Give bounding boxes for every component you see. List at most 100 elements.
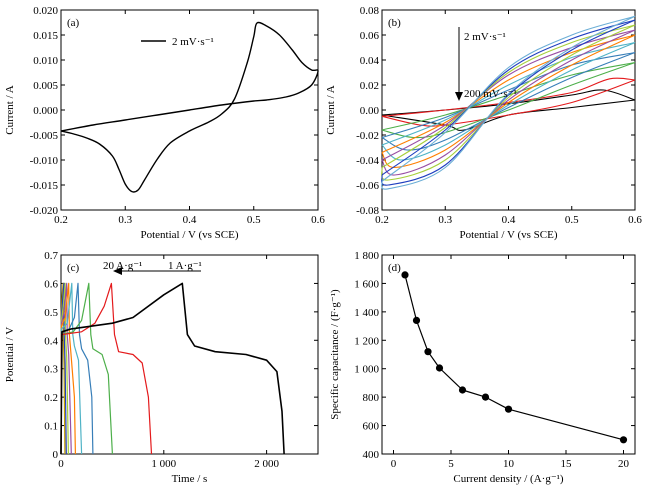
x-tick-label: 0.2: [375, 214, 389, 226]
y-tick-label: -0.04: [356, 155, 379, 167]
cv-curve-upper: [381, 29, 636, 161]
cv-curve-lower: [381, 15, 636, 190]
gcd-curve: [60, 282, 153, 455]
y-tick-label: 0: [53, 449, 59, 461]
y-tick-label: 0.04: [360, 55, 380, 67]
x-axis-title: Potential / V (vs SCE): [460, 229, 558, 241]
plot-frame: [381, 254, 636, 455]
legend-text: 2 mV·s⁻¹: [172, 36, 214, 48]
panel-b-series: 2 mV·s⁻¹ 200 mV·s⁻¹: [381, 15, 636, 190]
y-tick-label: -0.010: [30, 155, 59, 167]
data-point: [401, 271, 409, 279]
annotation-1Ag: 1 A·g⁻¹: [168, 260, 202, 272]
cv-curve-upper: [381, 34, 636, 153]
y-axis-title: Specific capacitance / (F·g⁻¹): [329, 289, 341, 420]
y-axis-title: Potential / V: [4, 327, 16, 382]
cv-curve-upper: [381, 19, 636, 176]
y-tick-label: -0.08: [356, 205, 379, 217]
y-tick-label: 0.000: [33, 105, 58, 117]
y-tick-label: 600: [363, 421, 380, 433]
x-axis-title: Potential / V (vs SCE): [141, 229, 239, 241]
y-tick-label: 0.06: [360, 30, 380, 42]
cv-curve-upper: [381, 77, 636, 117]
data-point: [412, 316, 421, 324]
cv-curve-upper: [381, 24, 636, 168]
panel-label: (a): [67, 17, 80, 29]
y-tick-label: 0.020: [33, 5, 58, 17]
panel-a-series: 2 mV·s⁻¹: [60, 21, 319, 193]
panel-label: (c): [67, 262, 80, 274]
panel-c-series: 20 A·g⁻¹ 1 A·g⁻¹: [60, 260, 285, 455]
x-tick-label: 5: [448, 458, 454, 470]
y-tick-label: 0.6: [44, 278, 58, 290]
y-tick-label: 1 200: [354, 335, 379, 347]
y-tick-label: 0.08: [360, 5, 380, 17]
y-tick-label: 0.5: [44, 307, 58, 319]
y-tick-label: -0.02: [356, 130, 379, 142]
gcd-curve: [60, 282, 285, 455]
y-tick-label: 800: [363, 392, 380, 404]
annotation-200mV: 200 mV·s⁻¹: [464, 88, 517, 100]
arrow-head: [455, 92, 463, 101]
x-tick-label: 15: [561, 458, 573, 470]
x-axis-title: Current density / (A·g⁻¹): [453, 473, 564, 485]
panel-1-axes: 0.2 0.3 0.4 0.5 0.6 -0.08 -0.06 -0.04 -0.02 0.00 0…: [325, 5, 642, 241]
annotation-2mV: 2 mV·s⁻¹: [464, 31, 506, 43]
cv-curve-lower: [381, 41, 636, 161]
y-tick-label: 0.2: [44, 392, 58, 404]
y-axis-title: Current / A: [4, 85, 16, 135]
data-point: [458, 386, 467, 394]
capacitance-line: [404, 274, 624, 441]
x-tick-label: 0.3: [438, 214, 452, 226]
gcd-curve: [60, 282, 69, 455]
y-axis-title: Current / A: [325, 85, 337, 135]
y-tick-label: 0.005: [33, 80, 58, 92]
cv-curve-lower: [381, 61, 636, 139]
y-tick-label: 1 800: [354, 250, 379, 262]
x-tick-label: 0.6: [628, 214, 642, 226]
panel-2-axes: 0 1 000 2 000 0 0.1 0.2 0.3 0.4 0.5 0.6 0.7 Time / …: [4, 250, 319, 485]
x-tick-label: 0.5: [247, 214, 261, 226]
annotation-20Ag: 20 A·g⁻¹: [103, 260, 142, 272]
panel-label: (d): [388, 262, 401, 274]
gcd-curve: [60, 282, 83, 455]
data-point: [504, 405, 513, 413]
cv-curve-upper: [381, 41, 636, 146]
panel-0-axes: 0.2 0.3 0.4 0.5 0.6 -0.020 -0.015 -0.010 -0.005 0…: [4, 5, 325, 241]
y-tick-label: 0.010: [33, 55, 58, 67]
plot-frame: [60, 254, 319, 455]
x-tick-label: 0.6: [311, 214, 325, 226]
y-tick-label: -0.005: [30, 130, 59, 142]
data-point: [619, 436, 628, 444]
arrow-head: [113, 267, 122, 275]
data-point: [424, 348, 432, 356]
x-tick-label: 0: [391, 458, 397, 470]
x-tick-label: 0.5: [565, 214, 579, 226]
gcd-curve: [60, 282, 72, 455]
y-tick-label: -0.020: [30, 205, 59, 217]
y-tick-label: 0.4: [44, 335, 58, 347]
y-tick-label: 0.7: [44, 250, 58, 262]
x-tick-label: 2 000: [254, 458, 279, 470]
y-tick-label: 0.3: [44, 364, 58, 376]
y-tick-label: 1 600: [354, 278, 379, 290]
x-tick-label: 0.4: [502, 214, 516, 226]
cv-curve-2mV: [60, 21, 319, 193]
x-tick-label: 0.2: [54, 214, 68, 226]
cv-curve-lower: [381, 29, 636, 176]
y-tick-label: -0.015: [30, 180, 59, 192]
panel-label: (b): [388, 17, 401, 29]
x-tick-label: 10: [503, 458, 515, 470]
y-tick-label: 400: [363, 449, 380, 461]
y-tick-label: 0.02: [360, 80, 379, 92]
y-tick-label: 0.015: [33, 30, 58, 42]
y-tick-label: -0.06: [356, 180, 379, 192]
y-tick-label: 1 400: [354, 307, 379, 319]
cv-curve-upper: [381, 15, 636, 182]
cv-curve-lower: [381, 34, 636, 169]
panel-d-series: [401, 271, 628, 444]
data-point: [435, 364, 444, 372]
x-tick-label: 0: [58, 458, 64, 470]
x-tick-label: 0.3: [118, 214, 132, 226]
